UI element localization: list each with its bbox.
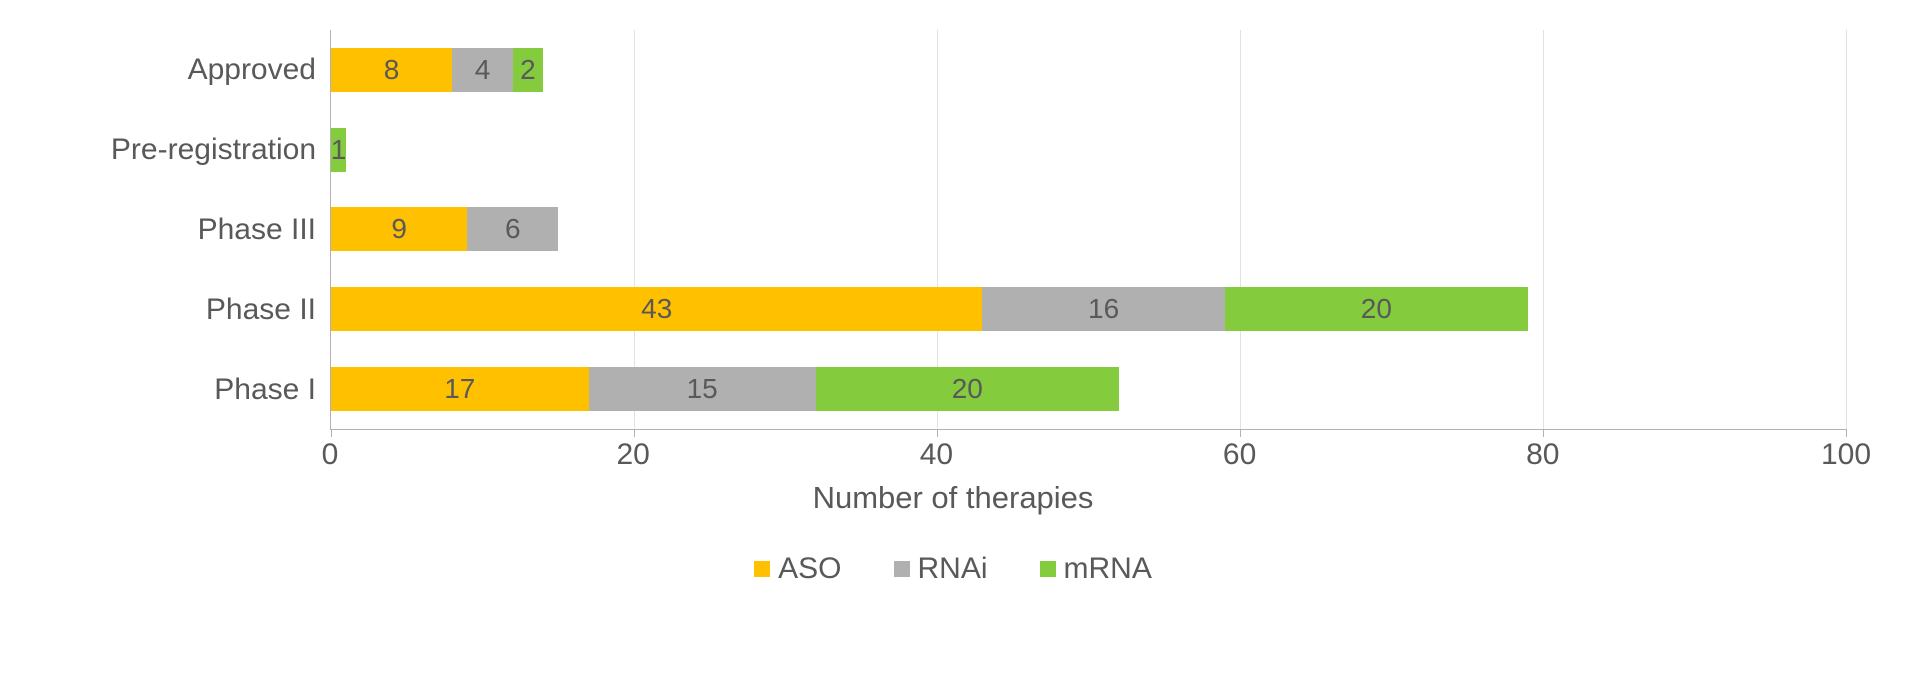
bar-segment-mrna: 20 xyxy=(1225,287,1528,331)
legend-item: RNAi xyxy=(894,552,988,586)
bar-row: 43 16 20 xyxy=(331,287,1846,331)
bar-segment-aso: 43 xyxy=(331,287,982,331)
bar-value-label: 4 xyxy=(475,56,491,84)
x-tick-label: 20 xyxy=(617,438,650,472)
legend-label: RNAi xyxy=(918,552,988,586)
legend-item: mRNA xyxy=(1040,552,1152,586)
x-tick-mark xyxy=(1846,429,1847,437)
bar-value-label: 8 xyxy=(384,56,400,84)
legend-swatch-icon xyxy=(894,561,910,577)
bar-segment-mrna: 1 xyxy=(331,128,346,172)
bar-value-label: 20 xyxy=(1361,295,1392,323)
bar-segment-rnai: 16 xyxy=(982,287,1224,331)
grid-line xyxy=(1846,30,1847,429)
y-axis-label: Approved xyxy=(188,55,316,85)
x-tick-label: 40 xyxy=(920,438,953,472)
x-tick-label: 100 xyxy=(1821,438,1871,472)
x-tick-label: 60 xyxy=(1223,438,1256,472)
therapies-stacked-bar-chart: Approved Pre-registration Phase III Phase I… xyxy=(0,0,1906,680)
bar-value-label: 16 xyxy=(1088,295,1119,323)
bar-segment-aso: 9 xyxy=(331,207,467,251)
legend-label: mRNA xyxy=(1064,552,1152,586)
bar-segment-aso: 8 xyxy=(331,48,452,92)
bar-segment-mrna: 20 xyxy=(816,367,1119,411)
bar-segment-aso: 17 xyxy=(331,367,589,411)
x-axis: 020406080100 xyxy=(60,430,1846,470)
bar-segment-mrna: 2 xyxy=(513,48,543,92)
bar-value-label: 43 xyxy=(641,295,672,323)
bar-row: 8 4 2 xyxy=(331,48,1846,92)
bar-row: 96 xyxy=(331,207,1846,251)
bars-container: 842196431620171520 xyxy=(331,30,1846,429)
bar-value-label: 9 xyxy=(391,215,407,243)
x-tick-label: 0 xyxy=(322,438,339,472)
y-axis-label: Phase III xyxy=(198,215,316,245)
chart-body: Approved Pre-registration Phase III Phase I… xyxy=(60,30,1846,430)
legend-item: ASO xyxy=(754,552,841,586)
bar-value-label: 20 xyxy=(952,375,983,403)
bar-value-label: 6 xyxy=(505,215,521,243)
bar-value-label: 15 xyxy=(687,375,718,403)
legend: ASO RNAi mRNA xyxy=(60,552,1846,586)
bar-value-label: 2 xyxy=(520,56,536,84)
y-axis-label: Phase I xyxy=(214,375,316,405)
legend-swatch-icon xyxy=(1040,561,1056,577)
bar-value-label: 17 xyxy=(444,375,475,403)
x-axis-ticks: 020406080100 xyxy=(330,430,1846,470)
bar-segment-rnai: 4 xyxy=(452,48,513,92)
bar-row: 17 15 20 xyxy=(331,367,1846,411)
x-axis-title: Number of therapies xyxy=(60,480,1846,516)
legend-swatch-icon xyxy=(754,561,770,577)
y-axis-label: Pre-registration xyxy=(111,135,316,165)
y-axis-category-labels: Approved Pre-registration Phase III Phase I… xyxy=(60,30,330,430)
bar-segment-rnai: 6 xyxy=(467,207,558,251)
x-tick-label: 80 xyxy=(1526,438,1559,472)
legend-label: ASO xyxy=(778,552,841,586)
x-axis-spacer xyxy=(60,430,330,470)
bar-row: 1 xyxy=(331,128,1846,172)
y-axis-label: Phase II xyxy=(206,295,316,325)
plot-area: 842196431620171520 xyxy=(330,30,1846,430)
bar-segment-rnai: 15 xyxy=(589,367,816,411)
bar-value-label: 1 xyxy=(331,136,347,164)
